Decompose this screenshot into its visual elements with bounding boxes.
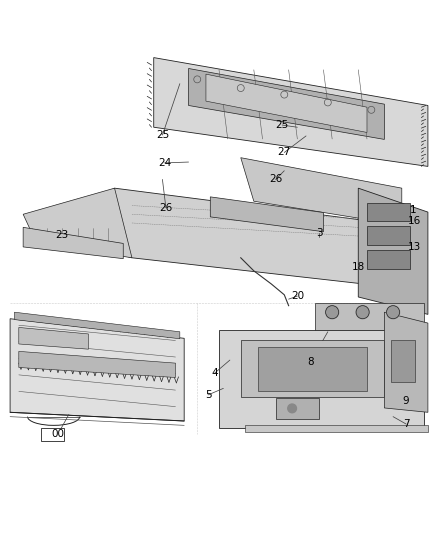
- Text: 3: 3: [316, 228, 322, 238]
- Text: 18: 18: [352, 262, 365, 272]
- Polygon shape: [23, 228, 123, 259]
- Text: 16: 16: [408, 216, 421, 226]
- Text: 8: 8: [307, 357, 314, 367]
- Text: 27: 27: [278, 148, 291, 157]
- Polygon shape: [19, 351, 176, 377]
- Polygon shape: [14, 312, 180, 339]
- Bar: [367, 227, 410, 245]
- Text: 26: 26: [159, 203, 173, 213]
- Text: 4: 4: [212, 368, 218, 378]
- Text: 7: 7: [403, 419, 410, 429]
- Bar: [367, 203, 410, 221]
- Bar: [276, 398, 319, 419]
- Polygon shape: [19, 327, 88, 349]
- Text: 00: 00: [52, 429, 64, 439]
- Polygon shape: [154, 58, 428, 166]
- Text: 26: 26: [269, 174, 282, 184]
- Circle shape: [356, 305, 369, 319]
- Bar: [41, 427, 64, 441]
- Polygon shape: [219, 329, 424, 427]
- Text: 13: 13: [408, 242, 421, 252]
- Polygon shape: [241, 341, 385, 397]
- Polygon shape: [385, 312, 428, 413]
- Polygon shape: [45, 188, 402, 288]
- Polygon shape: [210, 197, 323, 232]
- Polygon shape: [23, 188, 132, 258]
- Bar: [391, 341, 415, 382]
- Text: 25: 25: [276, 120, 289, 130]
- Text: 23: 23: [56, 230, 69, 240]
- Text: 5: 5: [205, 390, 212, 400]
- Polygon shape: [241, 158, 402, 225]
- Text: 1: 1: [410, 205, 416, 215]
- Polygon shape: [315, 303, 424, 329]
- Bar: [367, 251, 410, 269]
- Circle shape: [387, 305, 399, 319]
- Text: 20: 20: [291, 291, 304, 301]
- Polygon shape: [245, 425, 428, 432]
- Polygon shape: [358, 188, 428, 314]
- Polygon shape: [188, 68, 385, 140]
- Text: 24: 24: [158, 158, 171, 168]
- Circle shape: [288, 404, 297, 413]
- Text: 25: 25: [156, 130, 169, 140]
- Text: 9: 9: [403, 395, 410, 406]
- Polygon shape: [258, 347, 367, 391]
- Polygon shape: [10, 319, 184, 421]
- Circle shape: [325, 305, 339, 319]
- Polygon shape: [206, 74, 367, 133]
